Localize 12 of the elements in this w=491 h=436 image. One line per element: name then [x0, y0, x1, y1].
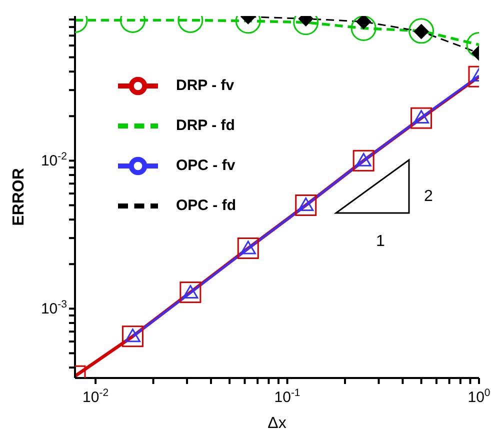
- legend-label: DRP - fv: [176, 76, 234, 94]
- annotation: 2: [424, 188, 433, 205]
- y-tick-label: 10$^{-3}$: [40, 298, 68, 318]
- x-tick-label: 10$^{-1}$: [274, 387, 300, 406]
- legend-label: OPC - fd: [176, 196, 236, 214]
- x-tick-label: 10$^{-2}$: [82, 387, 109, 406]
- annotation: 1: [376, 233, 385, 250]
- y-axis-title: ERROR: [10, 168, 28, 226]
- legend-label: OPC - fv: [176, 156, 236, 174]
- x-axis-title: Δx: [268, 415, 286, 432]
- x-tick-label: 10$^{0}$: [468, 387, 490, 406]
- legend-label: DRP - fd: [176, 116, 235, 134]
